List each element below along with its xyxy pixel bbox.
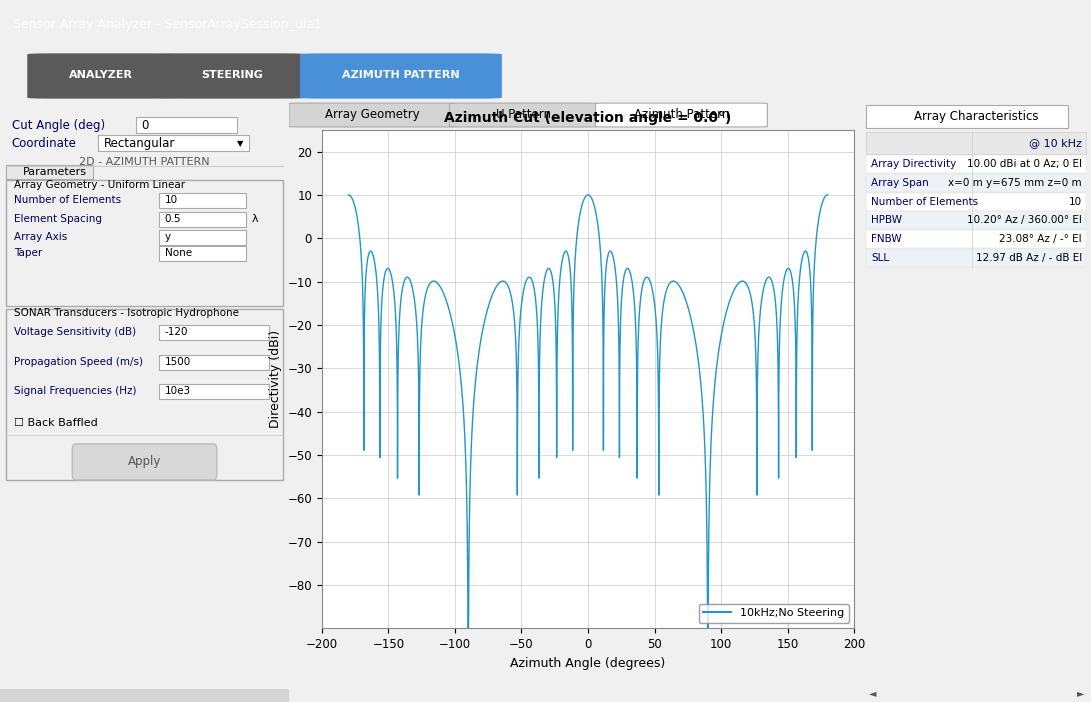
FancyBboxPatch shape <box>596 103 767 127</box>
Text: -120: -120 <box>165 327 189 337</box>
Text: Taper: Taper <box>14 248 43 258</box>
Text: 10.00 dBi at 0 Az; 0 El: 10.00 dBi at 0 Az; 0 El <box>967 159 1082 169</box>
FancyBboxPatch shape <box>866 155 1087 173</box>
Text: STEERING: STEERING <box>201 70 263 81</box>
Text: 10.20° Az / 360.00° El: 10.20° Az / 360.00° El <box>967 216 1082 225</box>
FancyBboxPatch shape <box>866 230 1087 248</box>
Text: λ: λ <box>252 214 259 224</box>
FancyBboxPatch shape <box>866 174 1087 192</box>
FancyBboxPatch shape <box>449 103 598 127</box>
Text: y: y <box>165 232 171 241</box>
Text: 0.5: 0.5 <box>165 214 181 224</box>
Text: ☐ Back Baffled: ☐ Back Baffled <box>14 418 98 428</box>
Text: ▼: ▼ <box>237 139 243 147</box>
FancyBboxPatch shape <box>0 689 289 702</box>
FancyBboxPatch shape <box>136 117 237 133</box>
Text: Propagation Speed (m/s): Propagation Speed (m/s) <box>14 357 143 367</box>
Text: Number of Elements: Number of Elements <box>871 197 979 206</box>
Text: 10e3: 10e3 <box>165 386 191 396</box>
Text: Array Span: Array Span <box>871 178 928 188</box>
Text: FNBW: FNBW <box>871 234 901 244</box>
FancyBboxPatch shape <box>158 53 305 98</box>
Text: HPBW: HPBW <box>871 216 902 225</box>
FancyBboxPatch shape <box>289 103 455 127</box>
FancyBboxPatch shape <box>300 53 502 98</box>
FancyBboxPatch shape <box>866 249 1087 267</box>
Text: Array Directivity: Array Directivity <box>871 159 957 169</box>
Text: @ 10 kHz: @ 10 kHz <box>1029 138 1082 148</box>
FancyBboxPatch shape <box>159 325 268 340</box>
Text: Cut Angle (deg): Cut Angle (deg) <box>12 119 105 132</box>
Y-axis label: Directivity (dBi): Directivity (dBi) <box>268 330 281 428</box>
FancyBboxPatch shape <box>5 166 93 178</box>
Text: Sensor Array Analyzer - SensorArraySession_ula1: Sensor Array Analyzer - SensorArraySessi… <box>13 18 322 31</box>
FancyBboxPatch shape <box>98 135 249 151</box>
Text: ANALYZER: ANALYZER <box>69 70 133 81</box>
Text: Signal Frequencies (Hz): Signal Frequencies (Hz) <box>14 386 137 396</box>
Title: Azimuth Cut (elevation angle = 0.0°): Azimuth Cut (elevation angle = 0.0°) <box>444 110 732 124</box>
FancyBboxPatch shape <box>866 211 1087 230</box>
Text: AZIMUTH PATTERN: AZIMUTH PATTERN <box>343 70 459 81</box>
Text: 0: 0 <box>142 119 149 132</box>
FancyBboxPatch shape <box>866 192 1087 211</box>
Text: Array Characteristics: Array Characteristics <box>914 110 1039 123</box>
FancyBboxPatch shape <box>159 211 245 227</box>
FancyBboxPatch shape <box>159 355 268 370</box>
Text: Array Axis: Array Axis <box>14 232 68 241</box>
FancyBboxPatch shape <box>159 193 245 208</box>
FancyBboxPatch shape <box>72 444 217 480</box>
Text: U Pattern: U Pattern <box>496 108 551 121</box>
FancyBboxPatch shape <box>27 53 175 98</box>
Text: Element Spacing: Element Spacing <box>14 214 103 224</box>
Text: SLL: SLL <box>871 253 889 263</box>
Legend: 10kHz;No Steering: 10kHz;No Steering <box>699 604 849 623</box>
FancyBboxPatch shape <box>159 246 245 261</box>
Text: Parameters: Parameters <box>23 167 87 177</box>
Text: SONAR Transducers - Isotropic Hydrophone: SONAR Transducers - Isotropic Hydrophone <box>14 308 239 318</box>
FancyBboxPatch shape <box>866 132 1087 154</box>
X-axis label: Azimuth Angle (degrees): Azimuth Angle (degrees) <box>511 656 666 670</box>
Text: 12.97 dB Az / - dB El: 12.97 dB Az / - dB El <box>975 253 1082 263</box>
FancyBboxPatch shape <box>866 105 1068 128</box>
Text: None: None <box>165 248 192 258</box>
Text: ◄: ◄ <box>868 688 876 698</box>
FancyBboxPatch shape <box>5 180 284 306</box>
Text: Azimuth Pattern: Azimuth Pattern <box>634 108 729 121</box>
Text: 10: 10 <box>1069 197 1082 206</box>
Text: 1500: 1500 <box>165 357 191 367</box>
FancyBboxPatch shape <box>5 309 284 480</box>
Text: Voltage Sensitivity (dB): Voltage Sensitivity (dB) <box>14 327 136 337</box>
Text: Apply: Apply <box>128 456 161 468</box>
Text: 2D - AZIMUTH PATTERN: 2D - AZIMUTH PATTERN <box>80 157 209 167</box>
Text: Coordinate: Coordinate <box>12 138 76 150</box>
Text: Array Geometry: Array Geometry <box>325 108 420 121</box>
Text: Array Geometry - Uniform Linear: Array Geometry - Uniform Linear <box>14 180 185 190</box>
Text: x=0 m y=675 mm z=0 m: x=0 m y=675 mm z=0 m <box>948 178 1082 188</box>
Text: 10: 10 <box>165 195 178 205</box>
Text: Number of Elements: Number of Elements <box>14 195 121 205</box>
Text: Rectangular: Rectangular <box>104 137 176 150</box>
Text: ►: ► <box>1077 688 1084 698</box>
FancyBboxPatch shape <box>159 230 245 244</box>
FancyBboxPatch shape <box>159 384 268 399</box>
Text: 23.08° Az / -° El: 23.08° Az / -° El <box>999 234 1082 244</box>
